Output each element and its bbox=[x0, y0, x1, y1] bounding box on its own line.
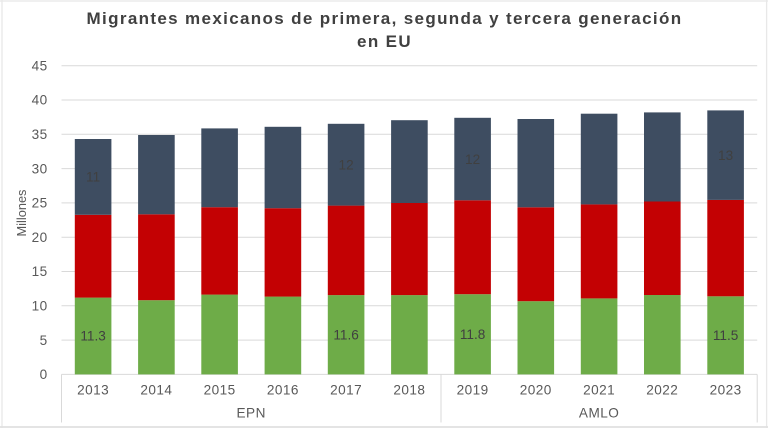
svg-text:45: 45 bbox=[32, 58, 48, 73]
svg-text:2023: 2023 bbox=[710, 383, 742, 398]
svg-text:5: 5 bbox=[40, 333, 48, 348]
svg-text:AMLO: AMLO bbox=[579, 406, 619, 421]
svg-text:35: 35 bbox=[32, 127, 48, 142]
svg-text:2016: 2016 bbox=[267, 383, 299, 398]
svg-text:12: 12 bbox=[339, 157, 354, 172]
svg-text:2019: 2019 bbox=[457, 383, 489, 398]
svg-text:2021: 2021 bbox=[583, 383, 615, 398]
svg-text:2015: 2015 bbox=[204, 383, 236, 398]
svg-text:Millones: Millones bbox=[14, 190, 29, 237]
svg-text:25: 25 bbox=[32, 196, 48, 211]
svg-text:30: 30 bbox=[32, 161, 48, 176]
svg-text:11.3: 11.3 bbox=[80, 329, 105, 344]
svg-text:0: 0 bbox=[40, 367, 48, 382]
svg-text:2013: 2013 bbox=[77, 383, 109, 398]
svg-text:15: 15 bbox=[32, 264, 48, 279]
svg-text:EPN: EPN bbox=[237, 406, 266, 421]
svg-text:11.5: 11.5 bbox=[713, 328, 738, 343]
svg-text:40: 40 bbox=[32, 93, 48, 108]
svg-text:20: 20 bbox=[32, 230, 48, 245]
svg-text:13: 13 bbox=[718, 148, 733, 163]
svg-text:Migrantes mexicanos de primera: Migrantes mexicanos de primera, segunda … bbox=[87, 9, 683, 28]
svg-text:2018: 2018 bbox=[393, 383, 425, 398]
svg-text:2020: 2020 bbox=[520, 383, 552, 398]
svg-text:2017: 2017 bbox=[330, 383, 362, 398]
svg-text:en EU: en EU bbox=[357, 32, 412, 51]
svg-text:2014: 2014 bbox=[140, 383, 172, 398]
svg-text:11.8: 11.8 bbox=[460, 327, 485, 342]
svg-text:2022: 2022 bbox=[646, 383, 678, 398]
svg-text:10: 10 bbox=[32, 299, 48, 314]
svg-text:11: 11 bbox=[86, 170, 100, 185]
svg-text:11.6: 11.6 bbox=[333, 327, 358, 342]
svg-text:12: 12 bbox=[465, 152, 480, 167]
